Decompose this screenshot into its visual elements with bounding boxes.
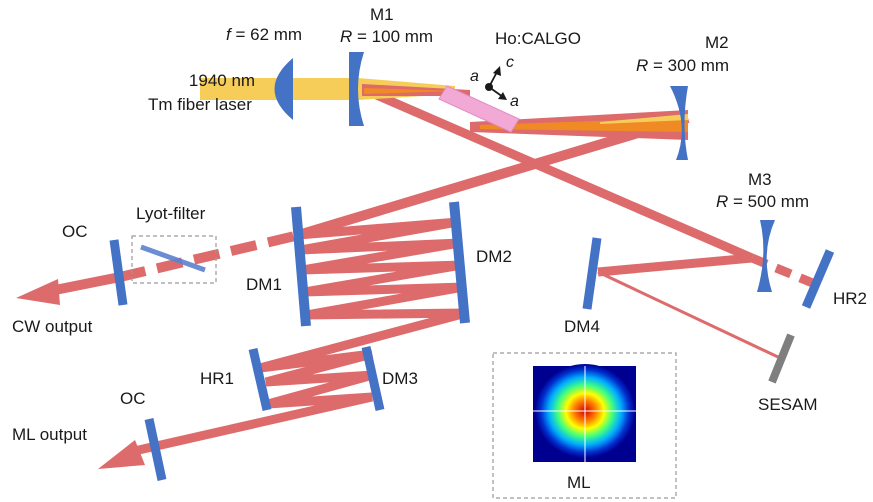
beam-cw-dashed [118, 231, 297, 282]
pump-residual-m2 [600, 114, 688, 124]
ml-beam-profile-inset [492, 352, 677, 499]
crystal-axes [485, 66, 507, 100]
ml-output-arrow [98, 440, 145, 469]
mirror-dm2 [449, 201, 470, 324]
m2-radius-label: R = 300 mm [636, 56, 729, 75]
mirror-dm1 [291, 206, 311, 327]
m2-name-label: M2 [705, 33, 729, 52]
mirror-m2 [670, 86, 688, 160]
beam-m3-to-dm4 [597, 253, 753, 277]
ml-output-label: ML output [12, 425, 87, 444]
axis-a-label-1: a [470, 68, 479, 85]
crystal-label: Ho:CALGO [495, 29, 581, 48]
mirror-m1 [349, 52, 364, 126]
lyot-filter-label: Lyot-filter [136, 204, 206, 223]
pump-label-line1: 1940 nm [189, 71, 255, 90]
dm2-label: DM2 [476, 247, 512, 266]
cw-output-arrow [16, 279, 60, 305]
pump-label-line2: Tm fiber laser [148, 95, 252, 114]
oc-cw-label: OC [62, 222, 88, 241]
ml-inset-label: ML [567, 473, 591, 492]
beam-m1-to-m3 [363, 85, 754, 263]
cw-output-label: CW output [12, 317, 93, 336]
m3-name-label: M3 [748, 170, 772, 189]
mirror-hr2 [801, 249, 835, 309]
beam-dm4-to-sesam [597, 270, 779, 359]
m1-name-label: M1 [370, 5, 394, 24]
lyot-filter-box [131, 235, 217, 284]
laser-beams [16, 78, 817, 469]
focusing-lens [274, 58, 293, 120]
dm4-label: DM4 [564, 317, 600, 336]
lens-focal-label: f = 62 mm [226, 25, 302, 44]
mirror-dm3 [361, 346, 385, 411]
output-coupler-ml [144, 418, 167, 481]
pump-focus [364, 88, 455, 94]
beam-m3-to-hr2 [750, 253, 817, 289]
axis-a-label-2: a [510, 93, 519, 110]
hr2-label: HR2 [833, 289, 867, 308]
sesam-element [768, 333, 795, 384]
beam-cw-solid [293, 113, 690, 241]
lyot-filter-plate [140, 244, 206, 273]
mirror-dm4 [582, 237, 602, 310]
m1-radius-label: R = 100 mm [340, 27, 433, 46]
hr1-label: HR1 [200, 369, 234, 388]
m3-radius-label: R = 500 mm [716, 192, 809, 211]
oc-ml-label: OC [120, 389, 146, 408]
dm3-label: DM3 [382, 369, 418, 388]
dm1-label: DM1 [246, 275, 282, 294]
mirror-m3 [757, 220, 775, 292]
axis-c-label: c [506, 54, 514, 71]
output-coupler-cw [109, 239, 128, 306]
sesam-label: SESAM [758, 395, 818, 414]
crystal-ho-calgo [438, 85, 520, 133]
mirror-hr1 [248, 347, 272, 412]
